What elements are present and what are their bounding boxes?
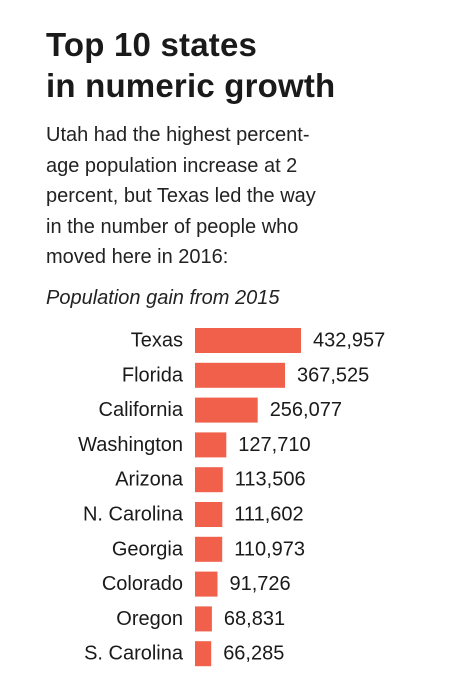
category-label: Oregon (116, 608, 183, 630)
bar (195, 536, 223, 562)
data-label: 111,602 (234, 504, 303, 526)
data-label: 113,506 (235, 469, 306, 491)
data-label: 127,710 (238, 434, 310, 456)
bar (195, 502, 223, 527)
category-label: Georgia (112, 538, 184, 560)
category-label: Arizona (115, 469, 184, 491)
bar (195, 571, 218, 597)
bar (195, 606, 212, 632)
bar (195, 467, 223, 493)
bar (195, 397, 258, 423)
chart-title: Top 10 states in numeric growth (46, 24, 436, 106)
bar (195, 432, 227, 458)
category-label: N. Carolina (83, 504, 184, 526)
bar (195, 328, 301, 353)
description-line-5: moved here in 2016: (46, 246, 229, 268)
category-label: Colorado (102, 573, 183, 595)
data-label: 91,726 (230, 573, 291, 595)
title-line-1: Top 10 states (46, 26, 258, 63)
bar (195, 362, 285, 388)
category-label: Florida (122, 364, 184, 386)
category-label: S. Carolina (84, 643, 184, 665)
data-label: 432,957 (313, 330, 385, 352)
description-line-2: age population increase at 2 (46, 154, 298, 177)
data-label: 68,831 (224, 608, 285, 630)
description-line-3: percent, but Texas led the way (46, 185, 316, 207)
chart-subtitle: Population gain from 2015 (46, 287, 280, 309)
category-label: California (99, 399, 184, 421)
category-label: Texas (131, 330, 183, 352)
category-label: Washington (78, 434, 183, 456)
title-line-2: in numeric growth (46, 67, 336, 104)
data-label: 66,285 (223, 643, 284, 665)
description-line-4: in the number of people who (46, 215, 299, 238)
chart-description: Utah had the highest percent- age popula… (46, 120, 436, 273)
data-label: 256,077 (270, 399, 342, 421)
data-label: 367,525 (297, 364, 369, 386)
description-line-1: Utah had the highest percent- (46, 124, 310, 146)
data-label: 110,973 (234, 538, 305, 560)
bar (195, 641, 212, 667)
